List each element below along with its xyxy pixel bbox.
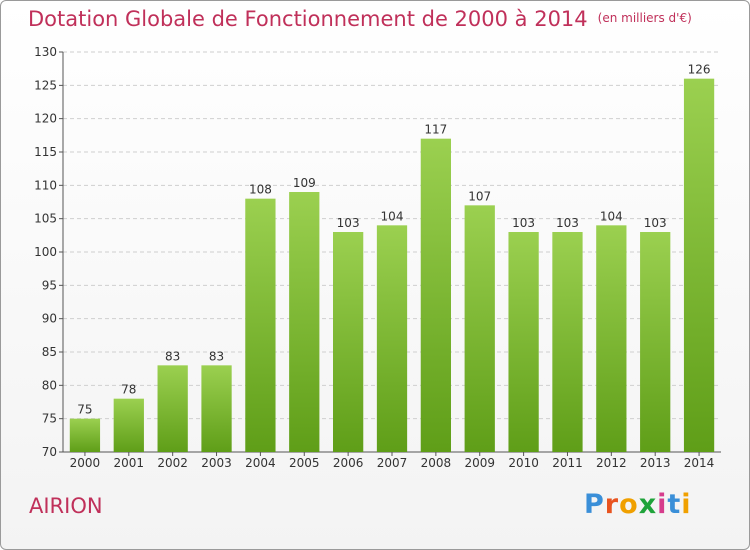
data-label: 104 — [600, 209, 623, 223]
labels: 70 75 80 85 90 95 100 105 110 115 120 125 130 75 2000 7… — [34, 45, 714, 470]
chart-unit: (en milliers d'€) — [597, 11, 692, 25]
data-label: 78 — [121, 383, 136, 397]
x-tick-label: 2002 — [157, 456, 188, 470]
bar — [201, 365, 232, 452]
x-tick-label: 2004 — [245, 456, 276, 470]
y-tick-label: 75 — [42, 412, 57, 426]
logo-letter: t — [667, 489, 682, 520]
data-label: 83 — [209, 349, 224, 363]
logo-letter: P — [584, 489, 605, 520]
y-tick-label: 120 — [34, 112, 57, 126]
logo-letter: x — [638, 489, 658, 520]
y-tick-label: 130 — [34, 45, 57, 59]
x-tick-label: 2010 — [508, 456, 539, 470]
y-tick-label: 95 — [42, 278, 57, 292]
data-label: 103 — [556, 216, 579, 230]
data-label: 103 — [644, 216, 667, 230]
bar — [69, 418, 101, 452]
data-label: 103 — [337, 216, 360, 230]
data-label: 75 — [77, 403, 92, 417]
bar — [640, 232, 671, 452]
bar — [420, 138, 452, 452]
data-label: 108 — [249, 183, 272, 197]
bar — [245, 198, 276, 452]
data-label: 104 — [381, 209, 404, 223]
x-tick-label: 2008 — [421, 456, 452, 470]
y-tick-label: 125 — [34, 78, 57, 92]
y-tick-label: 90 — [42, 312, 57, 326]
logo-letter: o — [619, 489, 639, 520]
x-tick-label: 2006 — [333, 456, 364, 470]
logo-letter: i — [657, 489, 668, 520]
bar — [596, 225, 627, 452]
bar — [157, 365, 188, 452]
data-label: 83 — [165, 349, 180, 363]
y-tick-label: 80 — [42, 378, 57, 392]
bar — [289, 192, 320, 452]
data-label: 109 — [293, 176, 316, 190]
logo-letter: r — [604, 489, 620, 520]
data-label: 117 — [424, 123, 447, 137]
proxiti-logo: Proxiti — [584, 489, 692, 520]
x-tick-label: 2012 — [596, 456, 627, 470]
x-tick-label: 2014 — [684, 456, 715, 470]
y-tick-label: 105 — [34, 212, 57, 226]
data-label: 107 — [468, 189, 491, 203]
y-tick-label: 100 — [34, 245, 57, 259]
x-tick-label: 2005 — [289, 456, 320, 470]
chart-title: Dotation Globale de Fonctionnement de 20… — [28, 7, 692, 31]
x-tick-label: 2001 — [114, 456, 145, 470]
x-tick-label: 2007 — [377, 456, 408, 470]
bar — [552, 232, 583, 452]
x-tick-label: 2009 — [464, 456, 495, 470]
y-tick-label: 115 — [34, 145, 57, 159]
y-tick-label: 110 — [34, 178, 57, 192]
bar — [113, 398, 144, 452]
x-tick-label: 2000 — [70, 456, 101, 470]
bar — [332, 232, 364, 452]
chart-title-text: Dotation Globale de Fonctionnement de 20… — [28, 7, 588, 31]
commune-name: AIRION — [29, 494, 103, 518]
y-tick-label: 85 — [42, 345, 57, 359]
bar — [683, 78, 715, 453]
bar — [376, 225, 408, 452]
x-tick-label: 2013 — [640, 456, 671, 470]
x-tick-label: 2011 — [552, 456, 583, 470]
data-label: 103 — [512, 216, 535, 230]
bars — [69, 78, 715, 453]
x-tick-label: 2003 — [201, 456, 232, 470]
bar — [508, 232, 539, 452]
bar — [464, 205, 495, 452]
data-label: 126 — [688, 63, 711, 77]
y-tick-label: 70 — [42, 445, 57, 459]
logo-letter: i — [681, 489, 692, 520]
